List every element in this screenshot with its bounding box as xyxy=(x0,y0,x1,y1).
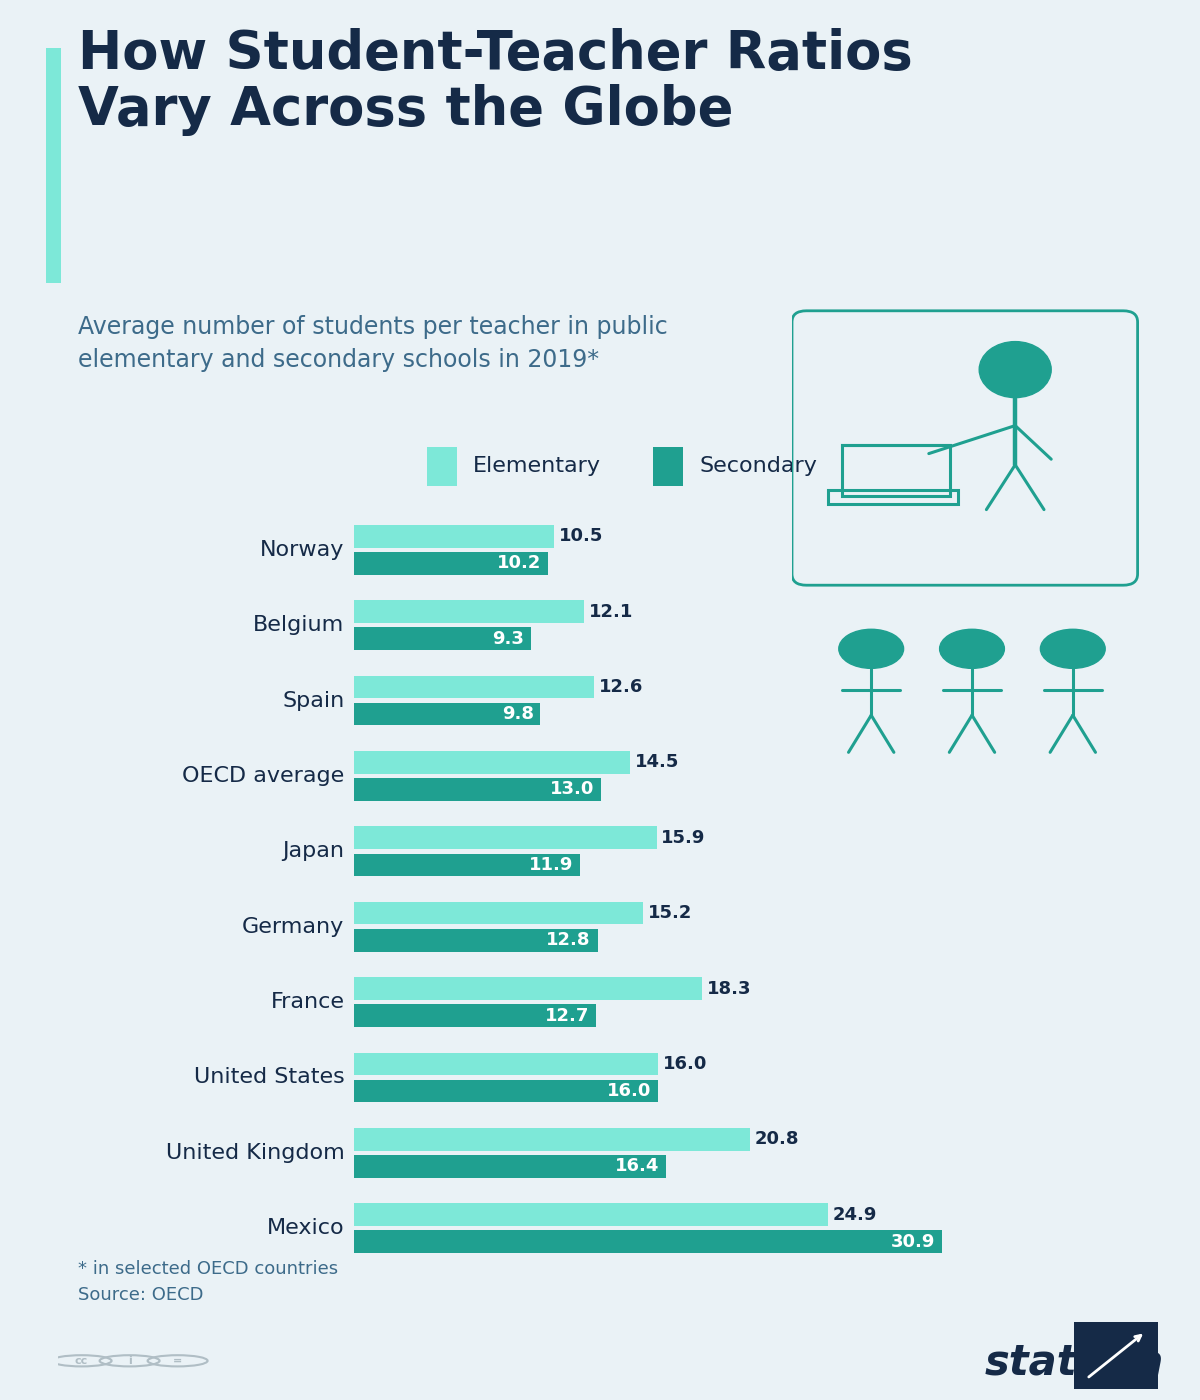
Bar xyxy=(354,1128,750,1151)
Bar xyxy=(354,1155,666,1177)
Text: Germany: Germany xyxy=(242,917,344,937)
Text: Japan: Japan xyxy=(282,841,344,861)
Text: United Kingdom: United Kingdom xyxy=(166,1142,344,1163)
Text: 12.6: 12.6 xyxy=(599,678,643,696)
Bar xyxy=(354,525,554,547)
Bar xyxy=(828,490,958,504)
Bar xyxy=(354,1053,659,1075)
Text: 12.1: 12.1 xyxy=(589,602,634,620)
Text: 10.2: 10.2 xyxy=(497,554,541,573)
Bar xyxy=(654,447,684,486)
Text: 15.2: 15.2 xyxy=(648,904,692,923)
Bar xyxy=(354,1204,828,1226)
Text: Mexico: Mexico xyxy=(266,1218,344,1238)
Bar xyxy=(354,1004,595,1028)
Bar xyxy=(427,447,457,486)
Text: * in selected OECD countries
Source: OECD: * in selected OECD countries Source: OEC… xyxy=(78,1260,338,1303)
Bar xyxy=(354,902,643,924)
Text: United States: United States xyxy=(193,1067,344,1088)
Bar xyxy=(354,627,530,650)
Text: i: i xyxy=(127,1355,132,1366)
Text: Spain: Spain xyxy=(282,690,344,711)
Bar xyxy=(354,676,594,699)
Bar xyxy=(354,1079,659,1102)
Text: 16.4: 16.4 xyxy=(616,1158,660,1176)
Text: 16.0: 16.0 xyxy=(664,1054,708,1072)
Bar xyxy=(354,1231,942,1253)
Text: 20.8: 20.8 xyxy=(755,1130,799,1148)
Text: 9.3: 9.3 xyxy=(492,630,524,648)
Bar xyxy=(354,778,601,801)
Text: Elementary: Elementary xyxy=(473,456,601,476)
Bar xyxy=(354,930,598,952)
Text: How Student-Teacher Ratios
Vary Across the Globe: How Student-Teacher Ratios Vary Across t… xyxy=(78,28,913,136)
Text: 24.9: 24.9 xyxy=(833,1205,877,1224)
Bar xyxy=(354,750,630,774)
Text: 12.7: 12.7 xyxy=(545,1007,589,1025)
Text: 15.9: 15.9 xyxy=(661,829,706,847)
Text: cc: cc xyxy=(74,1355,89,1366)
Bar xyxy=(354,977,702,1000)
Text: statista: statista xyxy=(984,1341,1164,1383)
Circle shape xyxy=(979,342,1051,398)
Circle shape xyxy=(940,629,1004,668)
Text: France: France xyxy=(270,993,344,1012)
Text: =: = xyxy=(173,1355,182,1366)
Circle shape xyxy=(839,629,904,668)
Bar xyxy=(354,703,540,725)
Text: 16.0: 16.0 xyxy=(607,1082,652,1100)
Text: Norway: Norway xyxy=(260,540,344,560)
Text: Secondary: Secondary xyxy=(700,456,817,476)
Bar xyxy=(354,826,656,848)
Text: Belgium: Belgium xyxy=(253,615,344,636)
Bar xyxy=(354,601,584,623)
Text: 10.5: 10.5 xyxy=(558,528,602,545)
Text: 13.0: 13.0 xyxy=(551,780,595,798)
Bar xyxy=(354,854,581,876)
Text: 12.8: 12.8 xyxy=(546,931,590,949)
Text: OECD average: OECD average xyxy=(182,766,344,785)
Circle shape xyxy=(1040,629,1105,668)
Text: 30.9: 30.9 xyxy=(890,1233,935,1250)
Text: 11.9: 11.9 xyxy=(529,855,574,874)
Text: 18.3: 18.3 xyxy=(707,980,751,998)
Bar xyxy=(354,552,548,574)
Text: Average number of students per teacher in public
elementary and secondary school: Average number of students per teacher i… xyxy=(78,315,667,371)
Bar xyxy=(842,445,950,496)
Text: 14.5: 14.5 xyxy=(635,753,679,771)
Text: 9.8: 9.8 xyxy=(502,706,534,724)
